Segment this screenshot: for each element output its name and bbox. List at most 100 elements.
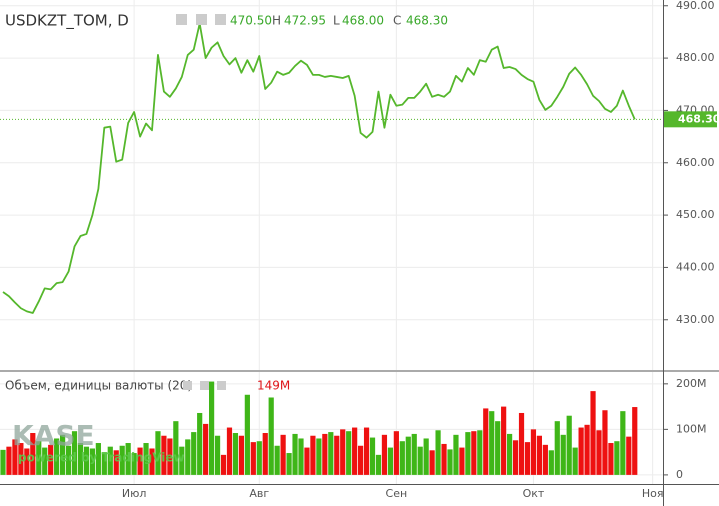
volume-bar — [250, 442, 256, 475]
volume-bar — [262, 433, 268, 475]
volume-bar — [495, 421, 501, 475]
volume-bar — [60, 434, 66, 475]
volume-bar — [197, 412, 203, 475]
icon-volume-close[interactable] — [217, 381, 226, 390]
volume-bar — [101, 452, 107, 475]
volume-bar — [310, 435, 316, 475]
volume-bar — [191, 432, 197, 475]
volume-bar — [83, 446, 90, 475]
y-tick-label: 200M — [676, 377, 707, 390]
volume-bar — [477, 430, 483, 475]
low-key: L — [333, 14, 340, 28]
volume-bar — [632, 407, 638, 475]
volume-bar — [77, 443, 84, 475]
volume-bar — [429, 450, 435, 475]
volume-bar — [214, 435, 221, 475]
volume-bar — [185, 439, 191, 475]
volume-bar — [316, 438, 322, 475]
volume-bar — [352, 427, 358, 475]
y-tick-label: 100M — [676, 422, 707, 435]
volume-bar — [590, 391, 596, 475]
volume-bar — [387, 447, 393, 475]
volume-bar — [334, 435, 340, 475]
volume-bar — [393, 431, 399, 475]
volume-bar — [30, 433, 36, 475]
y-tick-label: 430.00 — [676, 313, 715, 326]
icon-eye[interactable] — [176, 14, 187, 25]
icon-volume-settings[interactable] — [200, 381, 209, 390]
low-value: 468.00 — [342, 14, 384, 28]
volume-bar — [423, 438, 429, 475]
volume-bar — [119, 445, 125, 475]
volume-bar — [143, 443, 149, 475]
volume-bar — [405, 436, 411, 475]
close-value: 468.30 — [406, 14, 448, 28]
volume-bar — [572, 447, 578, 475]
x-tick-label: Сен — [386, 487, 408, 500]
volume-bar — [161, 435, 167, 475]
marks — [0, 22, 663, 475]
icon-volume-eye[interactable] — [183, 381, 192, 390]
y-tick-label: 0 — [676, 468, 683, 481]
volume-bar — [524, 442, 531, 475]
volume-bar — [358, 445, 364, 475]
volume-bar — [441, 443, 447, 475]
volume-bar — [554, 421, 560, 475]
volume-bar — [131, 453, 137, 475]
volume-bar — [280, 434, 286, 475]
volume-bar — [578, 427, 584, 475]
volume-bar — [256, 441, 262, 475]
volume-bar — [292, 433, 298, 475]
volume-bar — [465, 432, 471, 475]
volume-bar — [560, 434, 566, 475]
volume-bar — [608, 443, 614, 475]
icon-close[interactable] — [215, 14, 226, 25]
volume-bar — [614, 441, 620, 475]
volume-bar — [369, 437, 376, 475]
volume-bar — [399, 441, 405, 475]
volume-bar — [226, 427, 233, 475]
volume-bar — [12, 439, 18, 475]
volume-bar — [286, 453, 292, 475]
x-tick-label: Ноя — [642, 487, 664, 500]
volume-bar — [137, 447, 143, 475]
volume-bar — [203, 423, 209, 475]
x-tick-label: Окт — [523, 487, 545, 500]
volume-bar — [566, 415, 572, 475]
y-tick-label: 440.00 — [676, 260, 715, 273]
volume-bar — [42, 447, 48, 475]
x-tick-label: Авг — [249, 487, 269, 500]
volume-bar — [71, 431, 78, 475]
volume-bar — [167, 438, 173, 475]
x-tick-label: Июл — [122, 487, 147, 500]
volume-bar — [512, 440, 519, 475]
volume-bar — [548, 450, 554, 475]
volume-bar — [459, 447, 465, 475]
volume-bar — [620, 411, 626, 475]
volume-bar — [54, 438, 60, 475]
volume-bar — [346, 431, 352, 475]
high-value: 472.95 — [284, 14, 326, 28]
volume-bar — [375, 454, 382, 475]
volume-bar — [322, 433, 328, 475]
volume-bar — [179, 446, 185, 475]
volume-bar — [626, 436, 632, 475]
volume-bar — [328, 432, 334, 475]
price-line — [2, 22, 636, 314]
volume-bar — [232, 433, 239, 475]
watermark-logo: KASE — [12, 419, 95, 452]
volume-bar — [536, 435, 542, 475]
icon-settings[interactable] — [196, 14, 207, 25]
volume-bar — [220, 454, 227, 475]
volume-bar — [435, 430, 441, 475]
volume-bar — [95, 443, 101, 475]
volume-bar — [107, 446, 113, 475]
volume-bar — [417, 446, 423, 475]
volume-bar — [149, 448, 155, 475]
volume-bar — [453, 434, 459, 475]
volume-bar — [471, 431, 477, 475]
volume-bar — [244, 394, 250, 475]
